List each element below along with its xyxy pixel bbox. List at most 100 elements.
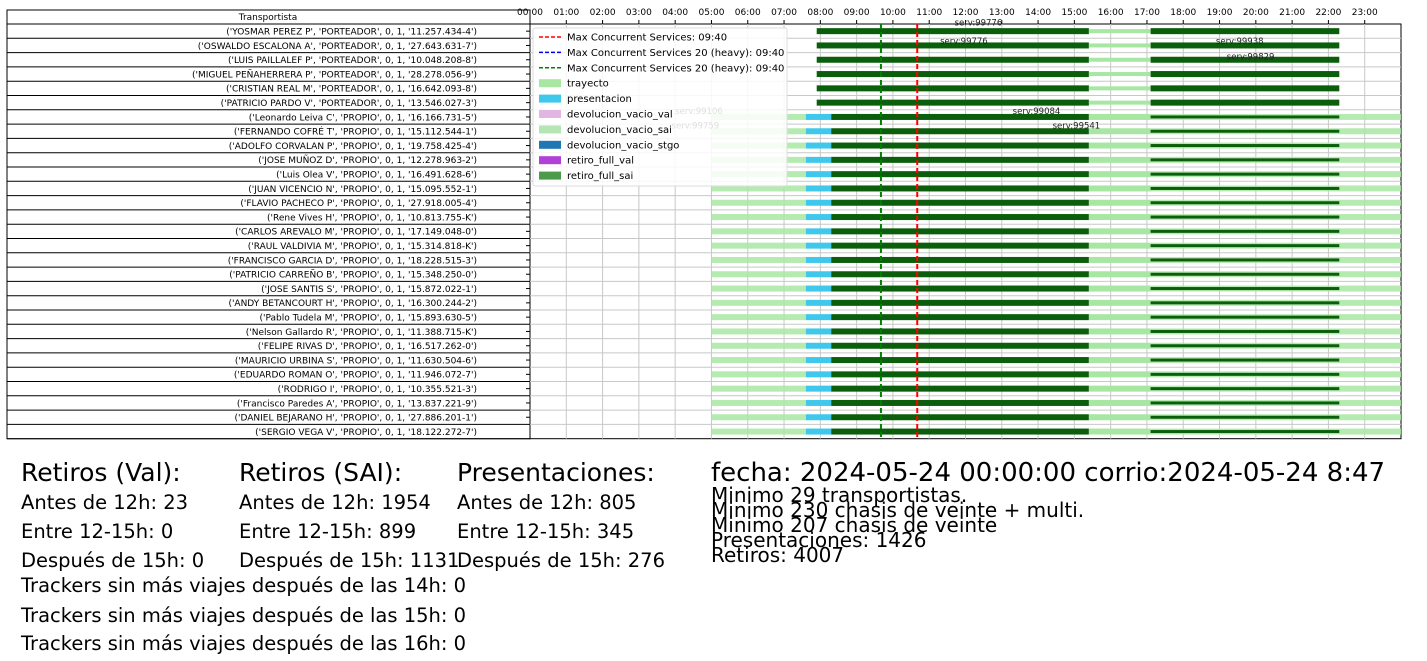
x-tick-label: 14:00 bbox=[1025, 8, 1051, 18]
retiro-full-sai-bar bbox=[1150, 56, 1340, 63]
retiro-full-sai-bar bbox=[1150, 158, 1340, 162]
presentaciones-title: Presentaciones: bbox=[457, 458, 655, 487]
trayecto-bar bbox=[1088, 142, 1151, 149]
retiros-val-title: Retiros (Val): bbox=[21, 458, 181, 487]
legend-patch-swatch bbox=[539, 110, 561, 118]
service-label: serv:99084 bbox=[1013, 107, 1061, 117]
retiro-full-sai-bar bbox=[831, 214, 1089, 221]
legend-label: trayecto bbox=[567, 79, 609, 90]
trackers-14h: Trackers sin más viajes después de las 1… bbox=[21, 574, 467, 597]
table-row-label: ('FERNANDO COFRÉ T', 'PROPIO', 0, 1, '15… bbox=[234, 126, 477, 138]
table-row-label: ('CARLOS AREVALO M', 'PROPIO', 0, 1, '17… bbox=[235, 228, 477, 238]
retiro-full-sai-bar bbox=[1150, 358, 1340, 362]
trayecto-bar bbox=[1088, 86, 1151, 91]
table-header: Transportista bbox=[238, 13, 297, 23]
retiro-full-sai-bar bbox=[816, 28, 1089, 35]
presentacion-bar bbox=[805, 314, 832, 321]
trayecto-bar bbox=[1088, 185, 1151, 192]
x-tick-label: 12:00 bbox=[953, 8, 979, 18]
presentacion-bar bbox=[805, 185, 832, 192]
trayecto-bar bbox=[1088, 228, 1151, 235]
trayecto-bar bbox=[711, 314, 806, 321]
retiro-full-sai-bar bbox=[1150, 387, 1340, 391]
retiro-full-sai-bar bbox=[1150, 71, 1340, 78]
service-label: serv:99938 bbox=[1216, 37, 1264, 47]
trayecto-bar bbox=[711, 399, 806, 406]
retiro-full-sai-bar bbox=[1150, 315, 1340, 319]
retiro-full-sai-bar bbox=[1150, 258, 1340, 262]
table-row-label: ('Luis Olea V', 'PROPIO', 0, 1, '16.491.… bbox=[276, 171, 477, 181]
presentacion-bar bbox=[805, 214, 832, 221]
x-tick-label: 00:00 bbox=[517, 8, 543, 18]
legend-patch-swatch bbox=[539, 171, 561, 180]
trayecto-bar bbox=[711, 242, 806, 249]
table-row-label: ('EDUARDO ROMAN O', 'PROPIO', 0, 1, '11.… bbox=[234, 371, 477, 381]
gantt-chart: Transportista ('YOSMAR PEREZ P', 'PORTEAD… bbox=[6, 8, 1402, 440]
retiro-full-sai-bar bbox=[831, 385, 1089, 392]
retiros-sai-after: Después de 15h: 1131 bbox=[239, 549, 460, 572]
legend-patch-swatch bbox=[539, 79, 561, 88]
retiros-val-stats: Retiros (Val): Antes de 12h: 23 Entre 12… bbox=[21, 458, 204, 575]
retiros-sai-between: Entre 12-15h: 899 bbox=[239, 520, 417, 543]
table-row-label: ('FLAVIO PACHECO P', 'PROPIO', 0, 1, '27… bbox=[240, 199, 477, 209]
legend-box bbox=[532, 27, 788, 187]
legend-patch-swatch bbox=[539, 125, 561, 134]
retiro-full-sai-bar bbox=[831, 299, 1089, 306]
trayecto-bar bbox=[1088, 399, 1151, 406]
presentacion-bar bbox=[805, 113, 832, 120]
trayecto-bar bbox=[1088, 414, 1151, 421]
summary-line: Minimo 230 chasis de veinte + multi. bbox=[711, 498, 1085, 522]
presentacion-bar bbox=[805, 228, 832, 235]
presentacion-bar bbox=[805, 342, 832, 349]
x-tick-label: 15:00 bbox=[1061, 8, 1087, 18]
retiro-full-sai-bar bbox=[1150, 229, 1340, 233]
table-row-label: ('JOSE MUÑOZ D', 'PROPIO', 0, 1, '12.278… bbox=[258, 155, 477, 166]
retiro-full-sai-bar bbox=[831, 142, 1089, 149]
retiro-full-sai-bar bbox=[816, 71, 1089, 78]
retiro-full-sai-bar bbox=[831, 414, 1089, 421]
presentacion-bar bbox=[805, 285, 832, 292]
max-concurrent-lines bbox=[879, 24, 919, 439]
retiro-full-sai-bar bbox=[1150, 129, 1340, 133]
trayecto-bar bbox=[711, 414, 806, 421]
trayecto-bar bbox=[1088, 29, 1151, 34]
table-row-label: ('PATRICIO CARREÑO B', 'PROPIO', 0, 1, '… bbox=[229, 270, 477, 281]
presentacion-bar bbox=[805, 299, 832, 306]
service-label: serv:99829 bbox=[1227, 53, 1275, 63]
presentaciones-before: Antes de 12h: 805 bbox=[457, 491, 637, 514]
presentacion-bar bbox=[805, 271, 832, 278]
trayecto-bar bbox=[1088, 385, 1151, 392]
presentacion-bar bbox=[805, 328, 832, 335]
trayecto-bar bbox=[1088, 357, 1151, 364]
legend-label: devolucion_vacio_sai bbox=[567, 125, 672, 136]
presentacion-bar bbox=[805, 357, 832, 364]
table-row-label: ('FELIPE RIVAS D', 'PROPIO', 0, 1, '16.5… bbox=[258, 342, 477, 352]
retiro-full-sai-bar bbox=[831, 357, 1089, 364]
service-label: serv:99776 bbox=[940, 37, 988, 47]
table-row-label: ('PATRICIO PARDO V', 'PORTEADOR', 0, 1, … bbox=[221, 99, 477, 109]
retiro-full-sai-bar bbox=[1150, 144, 1340, 148]
x-tick-label: 11:00 bbox=[916, 8, 942, 18]
legend-patch-swatch bbox=[539, 140, 561, 149]
retiros-val-after: Después de 15h: 0 bbox=[21, 549, 205, 572]
presentacion-bar bbox=[805, 428, 832, 435]
run-summary: fecha: 2024-05-24 00:00:00 corrio:2024-0… bbox=[711, 458, 1385, 565]
x-tick-label: 22:00 bbox=[1315, 8, 1341, 18]
legend-label: Max Concurrent Services 20 (heavy): 09:4… bbox=[567, 63, 784, 74]
trayecto-bar bbox=[1088, 113, 1151, 120]
legend: Max Concurrent Services: 09:40 Max Concur… bbox=[532, 27, 788, 187]
x-tick-label: 17:00 bbox=[1134, 8, 1160, 18]
x-tick-label: 18:00 bbox=[1170, 8, 1196, 18]
trayecto-bar bbox=[1088, 171, 1151, 178]
table-row-label: ('SERGIO VEGA V', 'PROPIO', 0, 1, '18.12… bbox=[255, 428, 477, 438]
table-row-label: ('MAURICIO URBINA S', 'PROPIO', 0, 1, '1… bbox=[235, 356, 477, 366]
retiro-full-sai-bar bbox=[816, 42, 1089, 49]
retiro-full-sai-bar bbox=[1150, 115, 1340, 119]
presentaciones-stats: Presentaciones: Antes de 12h: 805 Entre … bbox=[457, 458, 665, 575]
retiros-sai-title: Retiros (SAI): bbox=[239, 458, 403, 487]
trayecto-bar bbox=[1088, 57, 1151, 62]
retiro-full-sai-bar bbox=[831, 128, 1089, 135]
trayecto-bar bbox=[711, 256, 806, 263]
trayecto-bar bbox=[1088, 299, 1151, 306]
retiro-full-sai-bar bbox=[1150, 99, 1340, 106]
